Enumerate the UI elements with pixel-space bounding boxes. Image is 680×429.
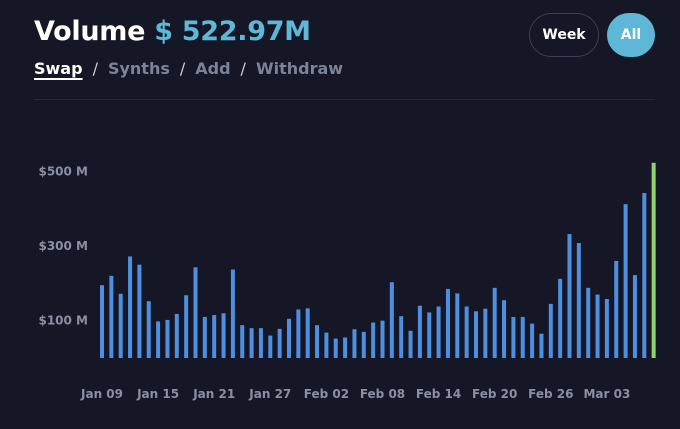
volume-bar[interactable] [230, 269, 235, 358]
volume-bar[interactable] [642, 193, 647, 358]
volume-bar[interactable] [174, 313, 179, 358]
tab-separator: / [240, 59, 246, 78]
volume-bar[interactable] [455, 293, 460, 358]
title-label: Volume [34, 16, 146, 47]
volume-bar[interactable] [202, 316, 207, 358]
volume-bar[interactable] [417, 305, 422, 358]
volume-bar[interactable] [221, 313, 226, 358]
volume-bar[interactable] [436, 306, 441, 358]
volume-bar[interactable] [352, 329, 357, 358]
volume-bar[interactable] [240, 325, 245, 358]
volume-bar[interactable] [315, 325, 320, 358]
volume-bar[interactable] [464, 306, 469, 358]
volume-bar[interactable] [389, 282, 394, 358]
volume-amount: $ 522.97M [154, 16, 311, 47]
x-tick-label: Feb 08 [360, 387, 405, 401]
volume-bar[interactable] [511, 316, 516, 358]
x-tick-label: Feb 26 [528, 387, 573, 401]
volume-bar[interactable] [305, 308, 310, 358]
volume-bar[interactable] [277, 328, 282, 358]
volume-bar[interactable] [399, 316, 404, 358]
x-tick-label: Mar 03 [583, 387, 630, 401]
volume-bar[interactable] [586, 287, 591, 358]
volume-bar[interactable] [249, 328, 254, 358]
volume-bar[interactable] [558, 278, 563, 358]
x-tick-label: Jan 27 [248, 387, 291, 401]
volume-bar[interactable] [595, 294, 600, 358]
volume-bar[interactable] [623, 204, 628, 358]
volume-bar[interactable] [567, 234, 572, 358]
x-tick-label: Jan 15 [136, 387, 179, 401]
y-tick-label: $500 M [38, 164, 88, 178]
volume-bar[interactable] [333, 338, 338, 358]
volume-bar[interactable] [296, 309, 301, 358]
volume-bar[interactable] [146, 301, 151, 358]
volume-bar[interactable] [118, 293, 123, 358]
volume-bar-chart: $100 M $300 M $500 M Jan 09 Jan 15 Jan 21 Jan … [38, 162, 656, 401]
volume-bar[interactable] [604, 299, 609, 358]
x-tick-label: Feb 14 [416, 387, 461, 401]
tab-separator: / [92, 59, 98, 78]
volume-bar[interactable] [193, 267, 198, 358]
tab-synths[interactable]: Synths [107, 59, 170, 78]
week-button[interactable]: Week [529, 13, 599, 57]
volume-bar[interactable] [427, 312, 432, 358]
volume-bar[interactable] [492, 287, 497, 358]
y-tick-label: $300 M [38, 239, 88, 253]
volume-bar[interactable] [530, 323, 535, 358]
x-tick-label: Jan 09 [80, 387, 123, 401]
tab-add[interactable]: Add [195, 59, 231, 78]
volume-bar[interactable] [137, 264, 142, 358]
volume-bar[interactable] [614, 260, 619, 358]
y-tick-label: $100 M [38, 314, 88, 328]
volume-bar[interactable] [212, 315, 217, 358]
volume-bar[interactable] [483, 308, 488, 358]
tab-bar: Swap / Synths / Add / Withdraw [34, 59, 343, 78]
volume-bar[interactable] [324, 332, 329, 358]
volume-bar[interactable] [502, 300, 507, 358]
volume-bar[interactable] [576, 243, 581, 358]
tab-withdraw[interactable]: Withdraw [255, 59, 344, 78]
volume-bar[interactable] [258, 328, 263, 358]
volume-bar[interactable] [268, 335, 273, 358]
tab-separator: / [179, 59, 186, 78]
all-button[interactable]: All [607, 13, 655, 57]
page-title: Volume $ 522.97M [34, 16, 311, 47]
volume-bar[interactable] [165, 319, 170, 358]
divider [34, 99, 655, 100]
volume-bar[interactable] [156, 321, 161, 358]
volume-bar[interactable] [474, 311, 478, 358]
volume-bar[interactable] [539, 333, 544, 358]
volume-bar[interactable] [371, 322, 376, 358]
volume-bar[interactable] [100, 285, 104, 358]
volume-bar[interactable] [343, 337, 348, 358]
volume-bar[interactable] [361, 331, 366, 358]
volume-bar[interactable] [408, 330, 413, 358]
x-tick-label: Feb 20 [472, 387, 517, 401]
volume-bar[interactable] [287, 318, 291, 358]
x-tick-label: Jan 21 [192, 387, 235, 401]
x-tick-label: Feb 02 [304, 387, 349, 401]
volume-bar[interactable] [184, 295, 189, 358]
volume-bar[interactable] [128, 256, 133, 358]
volume-bar[interactable] [109, 275, 114, 358]
volume-bar[interactable] [651, 162, 656, 358]
volume-bar[interactable] [380, 320, 385, 358]
tab-swap[interactable]: Swap [34, 59, 83, 78]
volume-bar[interactable] [548, 303, 553, 358]
volume-bar[interactable] [520, 316, 525, 358]
volume-bar[interactable] [445, 288, 450, 358]
volume-bar[interactable] [632, 275, 637, 358]
